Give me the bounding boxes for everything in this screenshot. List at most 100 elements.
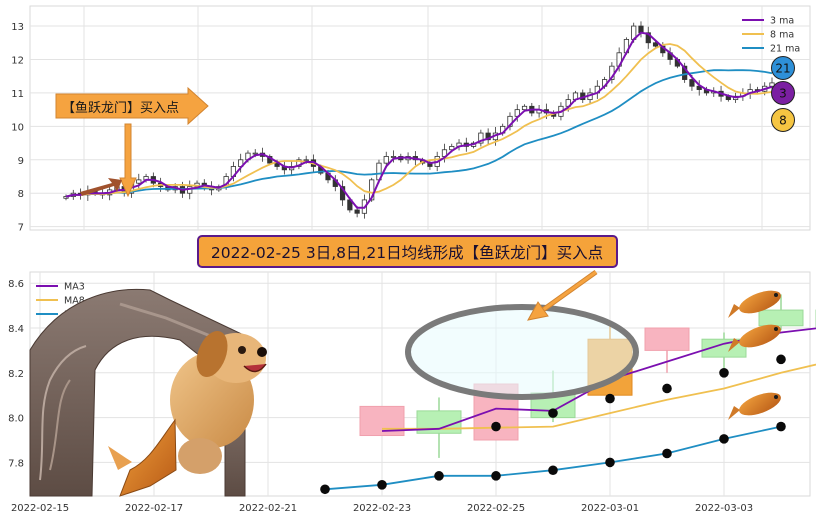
title-banner-text: 2022-02-25 3日,8日,21日均线形成【鱼跃龙门】买入点 <box>211 244 603 262</box>
bottom-x-tick-label: 2022-02-23 <box>353 503 411 514</box>
buy-point-highlight-ellipse <box>405 304 639 400</box>
bottom-ma-marker <box>491 421 501 432</box>
bottom-y-tick-label: 8.6 <box>8 279 24 290</box>
bottom-ma-marker <box>548 408 558 418</box>
top-candle-body <box>478 132 484 144</box>
top-grid <box>30 6 810 230</box>
koi-fish-decorations <box>728 290 781 420</box>
bottom-ma-marker <box>662 383 672 394</box>
bottom-x-tick-label: 2022-02-17 <box>125 503 183 514</box>
bottom-ma-marker <box>719 434 729 444</box>
title-banner: 2022-02-25 3日,8日,21日均线形成【鱼跃龙门】买入点 <box>197 235 618 268</box>
dragon-carving-line <box>39 345 87 481</box>
fish-fin <box>108 446 132 470</box>
dragon-carving-line-2 <box>49 379 71 471</box>
down-arrow-shape <box>119 123 137 198</box>
bottom-ma-markers <box>320 354 786 495</box>
top-price-panel: 7 8 9 10 11 12 13 3 ma 8 ma 21 ma 21 3 8 【鱼跃龙门】买入点 <box>11 5 811 234</box>
bottom-x-tick-label: 2022-02-21 <box>239 503 297 514</box>
koi-fish-3 <box>728 392 781 420</box>
bottom-ma-marker <box>662 448 672 459</box>
dog-mermaid-illustration <box>108 330 267 497</box>
top-candle-body <box>252 152 258 155</box>
banner-pointer-arrow <box>527 269 598 321</box>
dog-mouth <box>243 363 267 373</box>
dog-eye <box>238 346 246 354</box>
top-legend-label: 8 ma <box>770 30 794 41</box>
bottom-ma-marker <box>491 471 501 481</box>
bottom-ma-marker <box>776 354 786 365</box>
top-candle-body <box>485 132 491 141</box>
bottom-ma-marker <box>605 393 615 404</box>
buy-point-annotation-text: 【鱼跃龙门】买入点 <box>62 100 179 116</box>
top-y-tick-label: 7 <box>18 223 24 234</box>
bottom-zoom-panel: 7.88.08.28.48.6 2022-02-15 2022-02-17 2022… <box>8 269 816 514</box>
bottom-candle-body <box>758 309 804 327</box>
bottom-ma8-line <box>382 363 816 430</box>
top-y-tick-label: 11 <box>11 89 24 100</box>
bottom-ma-marker <box>776 421 786 432</box>
bottom-ma-marker <box>320 484 330 495</box>
top-y-tick-labels: 7 8 9 10 11 12 13 <box>11 22 24 234</box>
top-candle-body <box>296 159 302 167</box>
top-y-tick-label: 12 <box>11 55 24 66</box>
top-ma-badge-circle <box>771 108 795 132</box>
top-candle-body <box>369 179 375 201</box>
title-banner-box <box>197 235 618 268</box>
top-y-tick-label: 13 <box>11 22 24 33</box>
banner-pointer-shaft-inner <box>539 270 597 314</box>
bottom-candle-body <box>416 410 462 434</box>
top-y-tick-label: 10 <box>11 122 24 133</box>
top-ma-badge-label: 21 <box>775 62 790 76</box>
top-candle-body <box>354 209 360 214</box>
bottom-x-tick-label: 2022-02-15 <box>11 503 69 514</box>
banner-pointer-head <box>527 301 549 321</box>
dog-ear <box>196 330 228 378</box>
bottom-ma-marker <box>434 471 444 481</box>
top-legend-label: 21 ma <box>770 44 800 55</box>
bottom-x-tick-label: 2022-03-01 <box>581 503 639 514</box>
top-legend-label: 3 ma <box>770 16 794 27</box>
bottom-legend-label: MA3 <box>64 282 85 293</box>
top-y-tick-label: 8 <box>18 189 24 200</box>
top-candle-body <box>682 65 688 80</box>
dog-leg <box>178 438 222 474</box>
top-candle-body <box>645 32 651 44</box>
bottom-x-tick-label: 2022-02-25 <box>467 503 525 514</box>
dog-nose <box>257 347 267 357</box>
top-ma-badges: 21 3 8 <box>771 56 795 132</box>
buy-point-annotation: 【鱼跃龙门】买入点 <box>55 86 209 198</box>
fish-tail <box>119 418 177 497</box>
top-candle-body <box>383 156 389 164</box>
bottom-candle-body <box>644 327 690 351</box>
top-ma3-line <box>65 31 773 209</box>
bottom-y-tick-label: 7.8 <box>8 458 24 469</box>
koi-fish-1 <box>728 290 781 318</box>
top-candle-body <box>689 79 695 87</box>
top-candle-body <box>769 82 775 87</box>
top-y-tick-label: 9 <box>18 156 24 167</box>
buy-point-arrow-shape <box>55 86 209 126</box>
top-ma-badge-label: 3 <box>779 87 787 101</box>
bottom-ma-marker <box>377 480 387 490</box>
bottom-ma-marker <box>605 457 615 468</box>
top-ma8-line <box>65 43 773 198</box>
top-candle-body <box>652 42 659 47</box>
top-legend: 3 ma 8 ma 21 ma <box>742 16 800 55</box>
bottom-ma-marker <box>548 465 558 476</box>
top-ma-badge-label: 8 <box>779 114 787 128</box>
top-candle-body <box>521 105 528 111</box>
bottom-y-tick-label: 8.4 <box>8 324 24 335</box>
bottom-y-tick-label: 8.0 <box>8 414 24 425</box>
top-candle-body <box>136 179 142 184</box>
brown-up-arrow <box>80 178 122 196</box>
koi-fish-2 <box>728 324 781 352</box>
top-candle-body <box>303 159 309 162</box>
bottom-ma-marker <box>719 368 729 378</box>
bottom-x-tick-label: 2022-03-03 <box>695 503 753 514</box>
bottom-legend-label: MA8 <box>64 296 85 307</box>
top-candle-body <box>390 156 397 158</box>
top-ma-lines <box>65 31 773 209</box>
